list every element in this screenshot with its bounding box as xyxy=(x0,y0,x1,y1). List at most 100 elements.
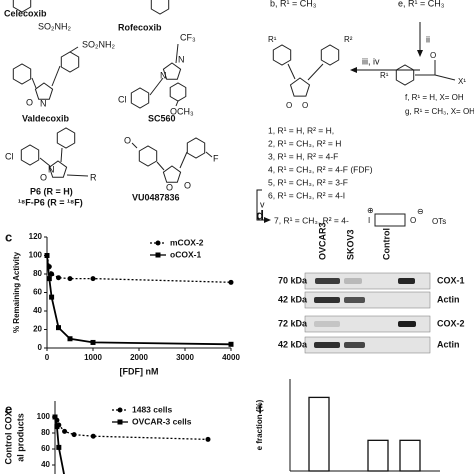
bar xyxy=(367,439,389,472)
x-tick-label: 2000 xyxy=(130,353,148,362)
molecular-weight: 72 kDa xyxy=(278,318,308,328)
data-point xyxy=(56,444,62,450)
data-point xyxy=(46,276,52,282)
atom-label: O xyxy=(166,182,173,192)
scheme-header: b, R¹ = CH₃ xyxy=(270,0,317,8)
chem-bond xyxy=(31,77,37,89)
blot-band xyxy=(344,342,365,348)
lane-label: Control xyxy=(381,228,391,260)
atom-label: O xyxy=(302,101,308,110)
chem-bond xyxy=(39,157,51,167)
data-point xyxy=(205,436,211,442)
condition: g, R¹ = CH₃, X= OH xyxy=(405,107,474,116)
chem-ring xyxy=(48,160,68,178)
data-point xyxy=(67,336,73,342)
blot-band xyxy=(314,297,340,303)
y-tick-label: 40 xyxy=(33,306,42,315)
chem-ring xyxy=(20,144,40,166)
data-point xyxy=(228,279,234,285)
chem-ring xyxy=(289,77,311,97)
chem-ring xyxy=(272,44,292,66)
lane-label: OVCAR3 xyxy=(317,222,327,260)
legend-marker xyxy=(117,407,123,413)
compound-name: Celecoxib xyxy=(4,8,47,18)
data-point xyxy=(90,276,96,282)
data-point xyxy=(90,339,96,345)
bar xyxy=(399,439,421,472)
legend-label: OVCAR-3 cells xyxy=(132,416,192,426)
atom-label: O xyxy=(410,216,416,225)
compound-entry: 2, R¹ = CH₃, R² = H xyxy=(268,138,341,148)
blot-band xyxy=(398,278,415,284)
blot-band xyxy=(315,278,340,284)
blot-strip xyxy=(304,336,431,354)
compound-entry: 6, R¹ = CH₃, R² = 4-I xyxy=(268,190,345,200)
scheme-header: e, R¹ = CH₃ xyxy=(398,0,445,8)
compound-name: Valdecoxib xyxy=(22,113,70,123)
chem-ring xyxy=(130,87,150,109)
atom-label: R² xyxy=(344,35,353,44)
atom-label: CF₃ xyxy=(180,32,196,42)
chem-ring xyxy=(320,44,340,66)
chem-ring xyxy=(162,62,182,80)
data-point xyxy=(49,271,55,277)
chem-bond xyxy=(175,43,179,64)
chem-ring xyxy=(60,51,80,73)
atom-label: N xyxy=(178,54,185,64)
y-axis-label: % Remaining Activity xyxy=(12,251,21,333)
panel-label: f xyxy=(258,401,263,416)
atom-label: I xyxy=(368,216,370,225)
blot-band xyxy=(398,321,416,327)
chem-bond xyxy=(287,63,296,80)
compound-entry: 4, R¹ = CH₃, R² = 4-F (FDF) xyxy=(268,164,373,174)
lane-label: SKOV3 xyxy=(345,229,355,260)
x-axis-label: [FDF] nM xyxy=(120,366,159,376)
atom-label: F xyxy=(213,153,219,163)
atom-label: O xyxy=(124,135,131,145)
arrow-head xyxy=(417,50,423,57)
blot-strip xyxy=(304,315,431,333)
data-point xyxy=(56,325,61,331)
atom-label: OTs xyxy=(432,217,446,226)
chem-ring xyxy=(162,165,182,183)
atom-label: Cl xyxy=(5,151,14,161)
blot-target: Actin xyxy=(437,339,460,349)
blot-strip xyxy=(304,291,431,309)
data-point xyxy=(56,275,61,281)
chem-bond xyxy=(60,147,63,163)
y-tick-label: 120 xyxy=(29,232,43,241)
legend-marker xyxy=(155,252,161,258)
atom-label: SO₂NH₂ xyxy=(38,21,71,31)
compound-entry: 1, R¹ = H, R² = H, xyxy=(268,125,334,135)
chem-bond xyxy=(156,161,165,171)
compound-entry: 7, R¹ = CH₃, R² = 4- xyxy=(274,215,349,225)
y-tick-label: 80 xyxy=(41,428,50,437)
x-tick-label: 4000 xyxy=(222,353,240,362)
reaction-step: iii, iv xyxy=(362,56,380,66)
blot-strip xyxy=(304,272,431,290)
y-tick-label: 20 xyxy=(33,325,42,334)
atom-label: ⊕ xyxy=(367,206,374,215)
data-point xyxy=(67,276,73,282)
blot-target: COX-1 xyxy=(437,275,465,285)
atom-label: R¹ xyxy=(268,35,277,44)
data-point xyxy=(52,414,58,420)
data-point xyxy=(71,432,77,438)
chem-bond xyxy=(179,151,188,169)
arrow-head xyxy=(350,67,357,73)
blot-band xyxy=(344,297,365,303)
atom-label: O xyxy=(40,172,47,182)
chem-ring xyxy=(169,82,187,102)
chem-bond xyxy=(131,142,138,149)
atom-label: N xyxy=(40,98,47,108)
chem-ring xyxy=(150,0,170,15)
x-tick-label: 3000 xyxy=(176,353,194,362)
panel-label: c xyxy=(5,229,12,244)
compound-entry: 5, R¹ = CH₃, R² = 3-F xyxy=(268,177,348,187)
atom-label: R¹ xyxy=(380,71,389,80)
series-line xyxy=(46,255,232,283)
atom-label: N xyxy=(160,70,167,80)
atom-label: X¹ xyxy=(458,77,466,86)
arrow xyxy=(256,189,268,221)
